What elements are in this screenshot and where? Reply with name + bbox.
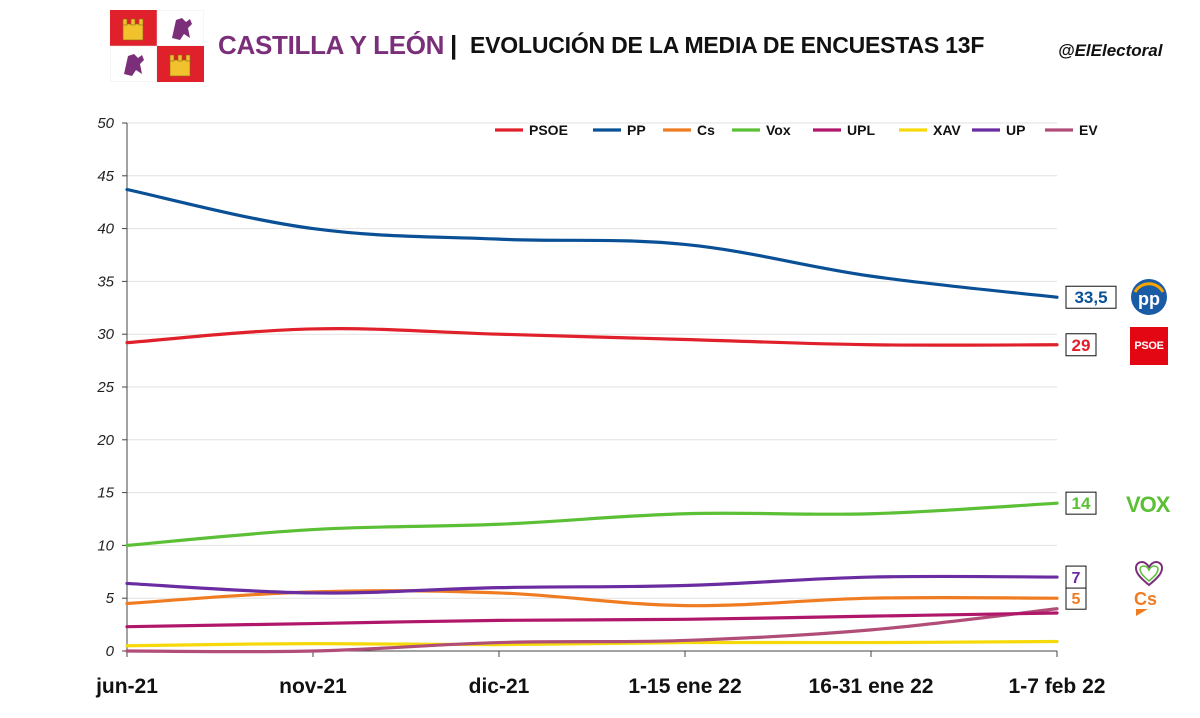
title-separator: | xyxy=(450,30,458,60)
series-line-pp xyxy=(125,187,1059,299)
ytick-label-15: 15 xyxy=(97,485,114,502)
pp-logo-icon: pp xyxy=(1131,279,1167,315)
legend-label-upl: UPL xyxy=(847,122,875,138)
series-line-ev xyxy=(125,607,1059,654)
vox-logo-icon: VOX xyxy=(1126,492,1170,517)
series-line-xav xyxy=(125,639,1059,648)
legend-label-ev: EV xyxy=(1079,122,1098,138)
ytick-label-30: 30 xyxy=(97,326,114,343)
ytick-label-5: 5 xyxy=(106,590,115,607)
xtick-label-0: jun-21 xyxy=(95,675,158,698)
x-tick-labels: jun-21 nov-21 dic-21 1-15 ene 22 16-31 ene 2… xyxy=(95,675,1105,698)
xtick-label-5: 1-7 feb 22 xyxy=(1009,675,1106,698)
series-line-upl xyxy=(125,611,1059,629)
end-label-cs: 5 xyxy=(1072,591,1081,608)
header: CASTILLA Y LEÓN | EVOLUCIÓN DE LA MEDIA … xyxy=(0,0,1200,100)
legend-label-psoe: PSOE xyxy=(529,122,568,138)
xtick-label-1: nov-21 xyxy=(279,675,347,698)
author-handle: @ElElectoral xyxy=(1058,41,1163,60)
series-line-vox xyxy=(125,501,1059,547)
end-label-box-psoe xyxy=(1065,333,1097,357)
xtick-label-3: 1-15 ene 22 xyxy=(628,675,741,698)
y-tick-labels: 0 5 10 15 20 25 30 35 40 45 50 xyxy=(96,115,114,660)
end-label-up: 7 xyxy=(1072,570,1081,587)
end-label-box-pp xyxy=(1065,285,1117,309)
ytick-label-40: 40 xyxy=(97,221,114,238)
region-title: CASTILLA Y LEÓN xyxy=(218,30,445,60)
end-label-box-vox xyxy=(1065,491,1097,515)
ytick-label-20: 20 xyxy=(96,432,114,449)
series-line-psoe xyxy=(125,327,1059,347)
series-line-up xyxy=(125,574,1059,595)
ytick-label-0: 0 xyxy=(106,643,115,660)
ytick-label-45: 45 xyxy=(97,168,114,185)
end-label-vox: 14 xyxy=(1072,494,1091,513)
grid-lines xyxy=(127,122,1057,599)
svg-text:pp: pp xyxy=(1138,289,1160,309)
svg-text:Cs: Cs xyxy=(1134,589,1157,609)
xtick-label-2: dic-21 xyxy=(469,675,530,698)
ytick-label-10: 10 xyxy=(97,537,114,554)
xtick-label-4: 16-31 ene 22 xyxy=(809,675,934,698)
ytick-label-25: 25 xyxy=(96,379,114,396)
end-label-box-up xyxy=(1065,565,1087,589)
ytick-label-50: 50 xyxy=(97,115,114,132)
castilla-leon-flag-icon xyxy=(110,10,204,82)
legend-label-xav: XAV xyxy=(933,122,961,138)
legend-label-cs: Cs xyxy=(697,122,715,138)
ytick-label-35: 35 xyxy=(97,273,114,290)
up-heart-logo-icon xyxy=(1134,561,1164,587)
series-lines xyxy=(125,187,1059,654)
legend-label-vox: Vox xyxy=(766,122,791,138)
legend: PSOE PP Cs Vox UPL XAV UP EV xyxy=(495,122,1098,138)
end-value-labels: 29 33,5 5 14 7 xyxy=(1065,285,1117,610)
legend-label-up: UP xyxy=(1006,122,1025,138)
chart-title: EVOLUCIÓN DE LA MEDIA DE ENCUESTAS 13F xyxy=(470,32,985,58)
legend-label-pp: PP xyxy=(627,122,646,138)
psoe-logo-icon: PSOE xyxy=(1130,327,1168,365)
end-label-pp: 33,5 xyxy=(1074,288,1107,307)
end-label-psoe: 29 xyxy=(1072,336,1091,355)
cs-logo-icon: Cs xyxy=(1134,589,1157,616)
